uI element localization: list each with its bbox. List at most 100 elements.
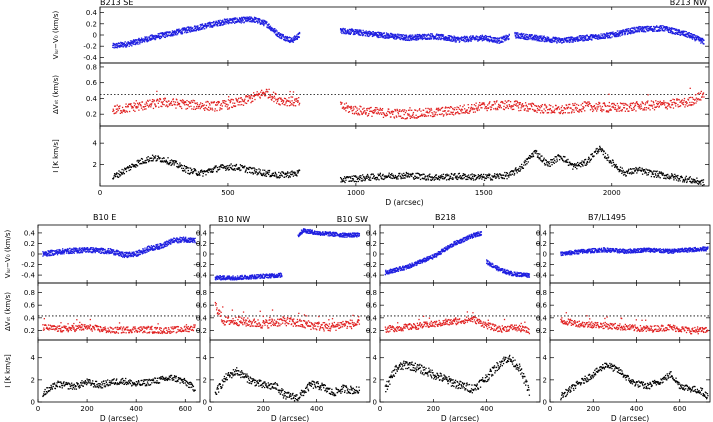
data-point <box>464 174 466 176</box>
data-point <box>531 156 533 158</box>
data-point <box>134 39 137 41</box>
data-point <box>371 33 374 35</box>
data-point <box>367 107 369 110</box>
data-point <box>278 35 280 38</box>
data-point <box>361 180 363 182</box>
data-point <box>258 92 260 95</box>
data-point <box>629 107 631 109</box>
data-point <box>434 178 436 180</box>
data-point <box>285 39 287 42</box>
data-point <box>467 178 469 181</box>
data-point <box>470 174 472 176</box>
data-point <box>218 20 220 23</box>
data-point <box>215 101 218 104</box>
data-point <box>703 43 705 45</box>
data-point <box>540 160 543 162</box>
data-point <box>166 161 169 163</box>
data-point <box>138 160 140 162</box>
data-point <box>442 173 445 175</box>
data-point <box>696 100 698 102</box>
data-point <box>584 105 587 107</box>
data-point <box>515 167 517 169</box>
data-point <box>465 36 467 38</box>
data-point <box>124 41 126 43</box>
data-point <box>367 176 370 178</box>
data-point <box>580 162 582 164</box>
data-point <box>476 38 479 40</box>
data-point <box>438 179 441 181</box>
data-point <box>291 170 293 172</box>
data-point <box>210 108 212 111</box>
data-point <box>207 101 209 103</box>
data-point <box>432 113 434 115</box>
data-point <box>357 30 359 32</box>
data-point <box>231 165 234 167</box>
data-point <box>145 162 148 164</box>
data-point <box>430 176 432 179</box>
data-point <box>589 103 591 105</box>
data-point <box>209 171 212 173</box>
data-point <box>347 176 349 178</box>
data-point <box>658 106 660 108</box>
data-point <box>137 159 139 161</box>
data-point <box>630 102 632 104</box>
data-point <box>158 156 160 159</box>
data-point <box>400 36 402 38</box>
data-point <box>122 109 125 111</box>
data-point <box>284 38 286 40</box>
data-point <box>144 37 146 40</box>
data-point <box>179 162 181 164</box>
data-point <box>612 161 615 164</box>
data-point <box>469 38 472 40</box>
data-point <box>634 170 636 172</box>
data-point <box>256 169 258 171</box>
data-point <box>561 158 563 160</box>
data-point <box>616 110 618 112</box>
data-point <box>477 106 480 108</box>
data-point <box>682 32 684 34</box>
data-point <box>247 100 249 102</box>
data-point <box>159 35 161 38</box>
data-point <box>162 161 164 163</box>
data-point <box>115 46 118 48</box>
data-point <box>668 26 670 29</box>
data-point <box>292 41 295 43</box>
data-point <box>641 29 644 31</box>
data-point <box>699 37 701 39</box>
data-point <box>189 30 191 32</box>
data-point <box>504 37 506 39</box>
data-point <box>562 111 565 114</box>
data-point <box>411 109 413 111</box>
data-point <box>433 37 435 39</box>
data-point <box>485 177 487 180</box>
data-point <box>643 27 645 29</box>
data-point <box>546 38 548 40</box>
data-point <box>160 105 162 107</box>
data-point <box>151 103 153 105</box>
data-point <box>512 170 514 172</box>
data-point <box>586 160 589 163</box>
data-point <box>526 110 528 112</box>
data-point <box>402 38 404 40</box>
data-point <box>446 107 448 109</box>
data-point <box>657 102 660 105</box>
data-point <box>227 166 229 169</box>
data-point <box>551 110 553 113</box>
data-point <box>281 37 283 39</box>
data-point <box>349 176 351 178</box>
data-point <box>648 172 650 174</box>
data-point <box>482 39 484 41</box>
data-point <box>382 36 384 39</box>
data-point <box>661 28 664 30</box>
data-point <box>373 111 375 114</box>
data-point <box>557 154 559 156</box>
data-point <box>609 36 611 39</box>
data-point <box>600 37 603 39</box>
data-point <box>518 33 520 35</box>
data-point <box>573 163 576 165</box>
data-point <box>262 22 265 24</box>
data-point <box>405 35 408 38</box>
data-point <box>412 38 414 40</box>
data-point <box>428 37 431 40</box>
data-point <box>681 33 683 35</box>
